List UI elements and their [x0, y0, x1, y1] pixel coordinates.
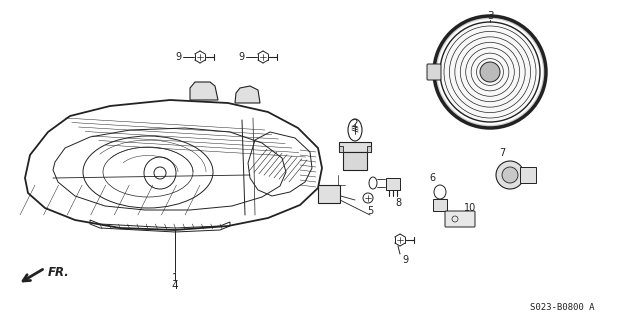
FancyBboxPatch shape: [339, 146, 343, 152]
FancyBboxPatch shape: [386, 178, 400, 190]
Text: 9: 9: [238, 52, 244, 62]
Text: 2: 2: [352, 119, 358, 129]
Text: 10: 10: [464, 203, 476, 213]
FancyBboxPatch shape: [367, 146, 371, 152]
Text: 9: 9: [402, 255, 408, 265]
FancyBboxPatch shape: [339, 142, 371, 152]
Polygon shape: [190, 82, 218, 100]
Text: 3: 3: [486, 11, 493, 21]
Text: 9: 9: [175, 52, 181, 62]
Polygon shape: [235, 86, 260, 103]
Circle shape: [440, 22, 540, 122]
Text: 7: 7: [499, 148, 505, 158]
Text: S023-B0800 A: S023-B0800 A: [530, 303, 595, 313]
Text: 8: 8: [395, 198, 401, 208]
Text: 4: 4: [172, 281, 179, 291]
FancyBboxPatch shape: [427, 64, 441, 80]
Text: 1: 1: [172, 273, 179, 283]
Circle shape: [502, 167, 518, 183]
Text: FR.: FR.: [48, 265, 70, 278]
Circle shape: [496, 161, 524, 189]
Circle shape: [480, 62, 500, 82]
FancyBboxPatch shape: [520, 167, 536, 183]
Text: 5: 5: [367, 206, 373, 216]
FancyBboxPatch shape: [318, 185, 340, 203]
Text: 6: 6: [429, 173, 435, 183]
FancyBboxPatch shape: [343, 152, 367, 170]
FancyBboxPatch shape: [445, 211, 475, 227]
FancyBboxPatch shape: [433, 199, 447, 211]
